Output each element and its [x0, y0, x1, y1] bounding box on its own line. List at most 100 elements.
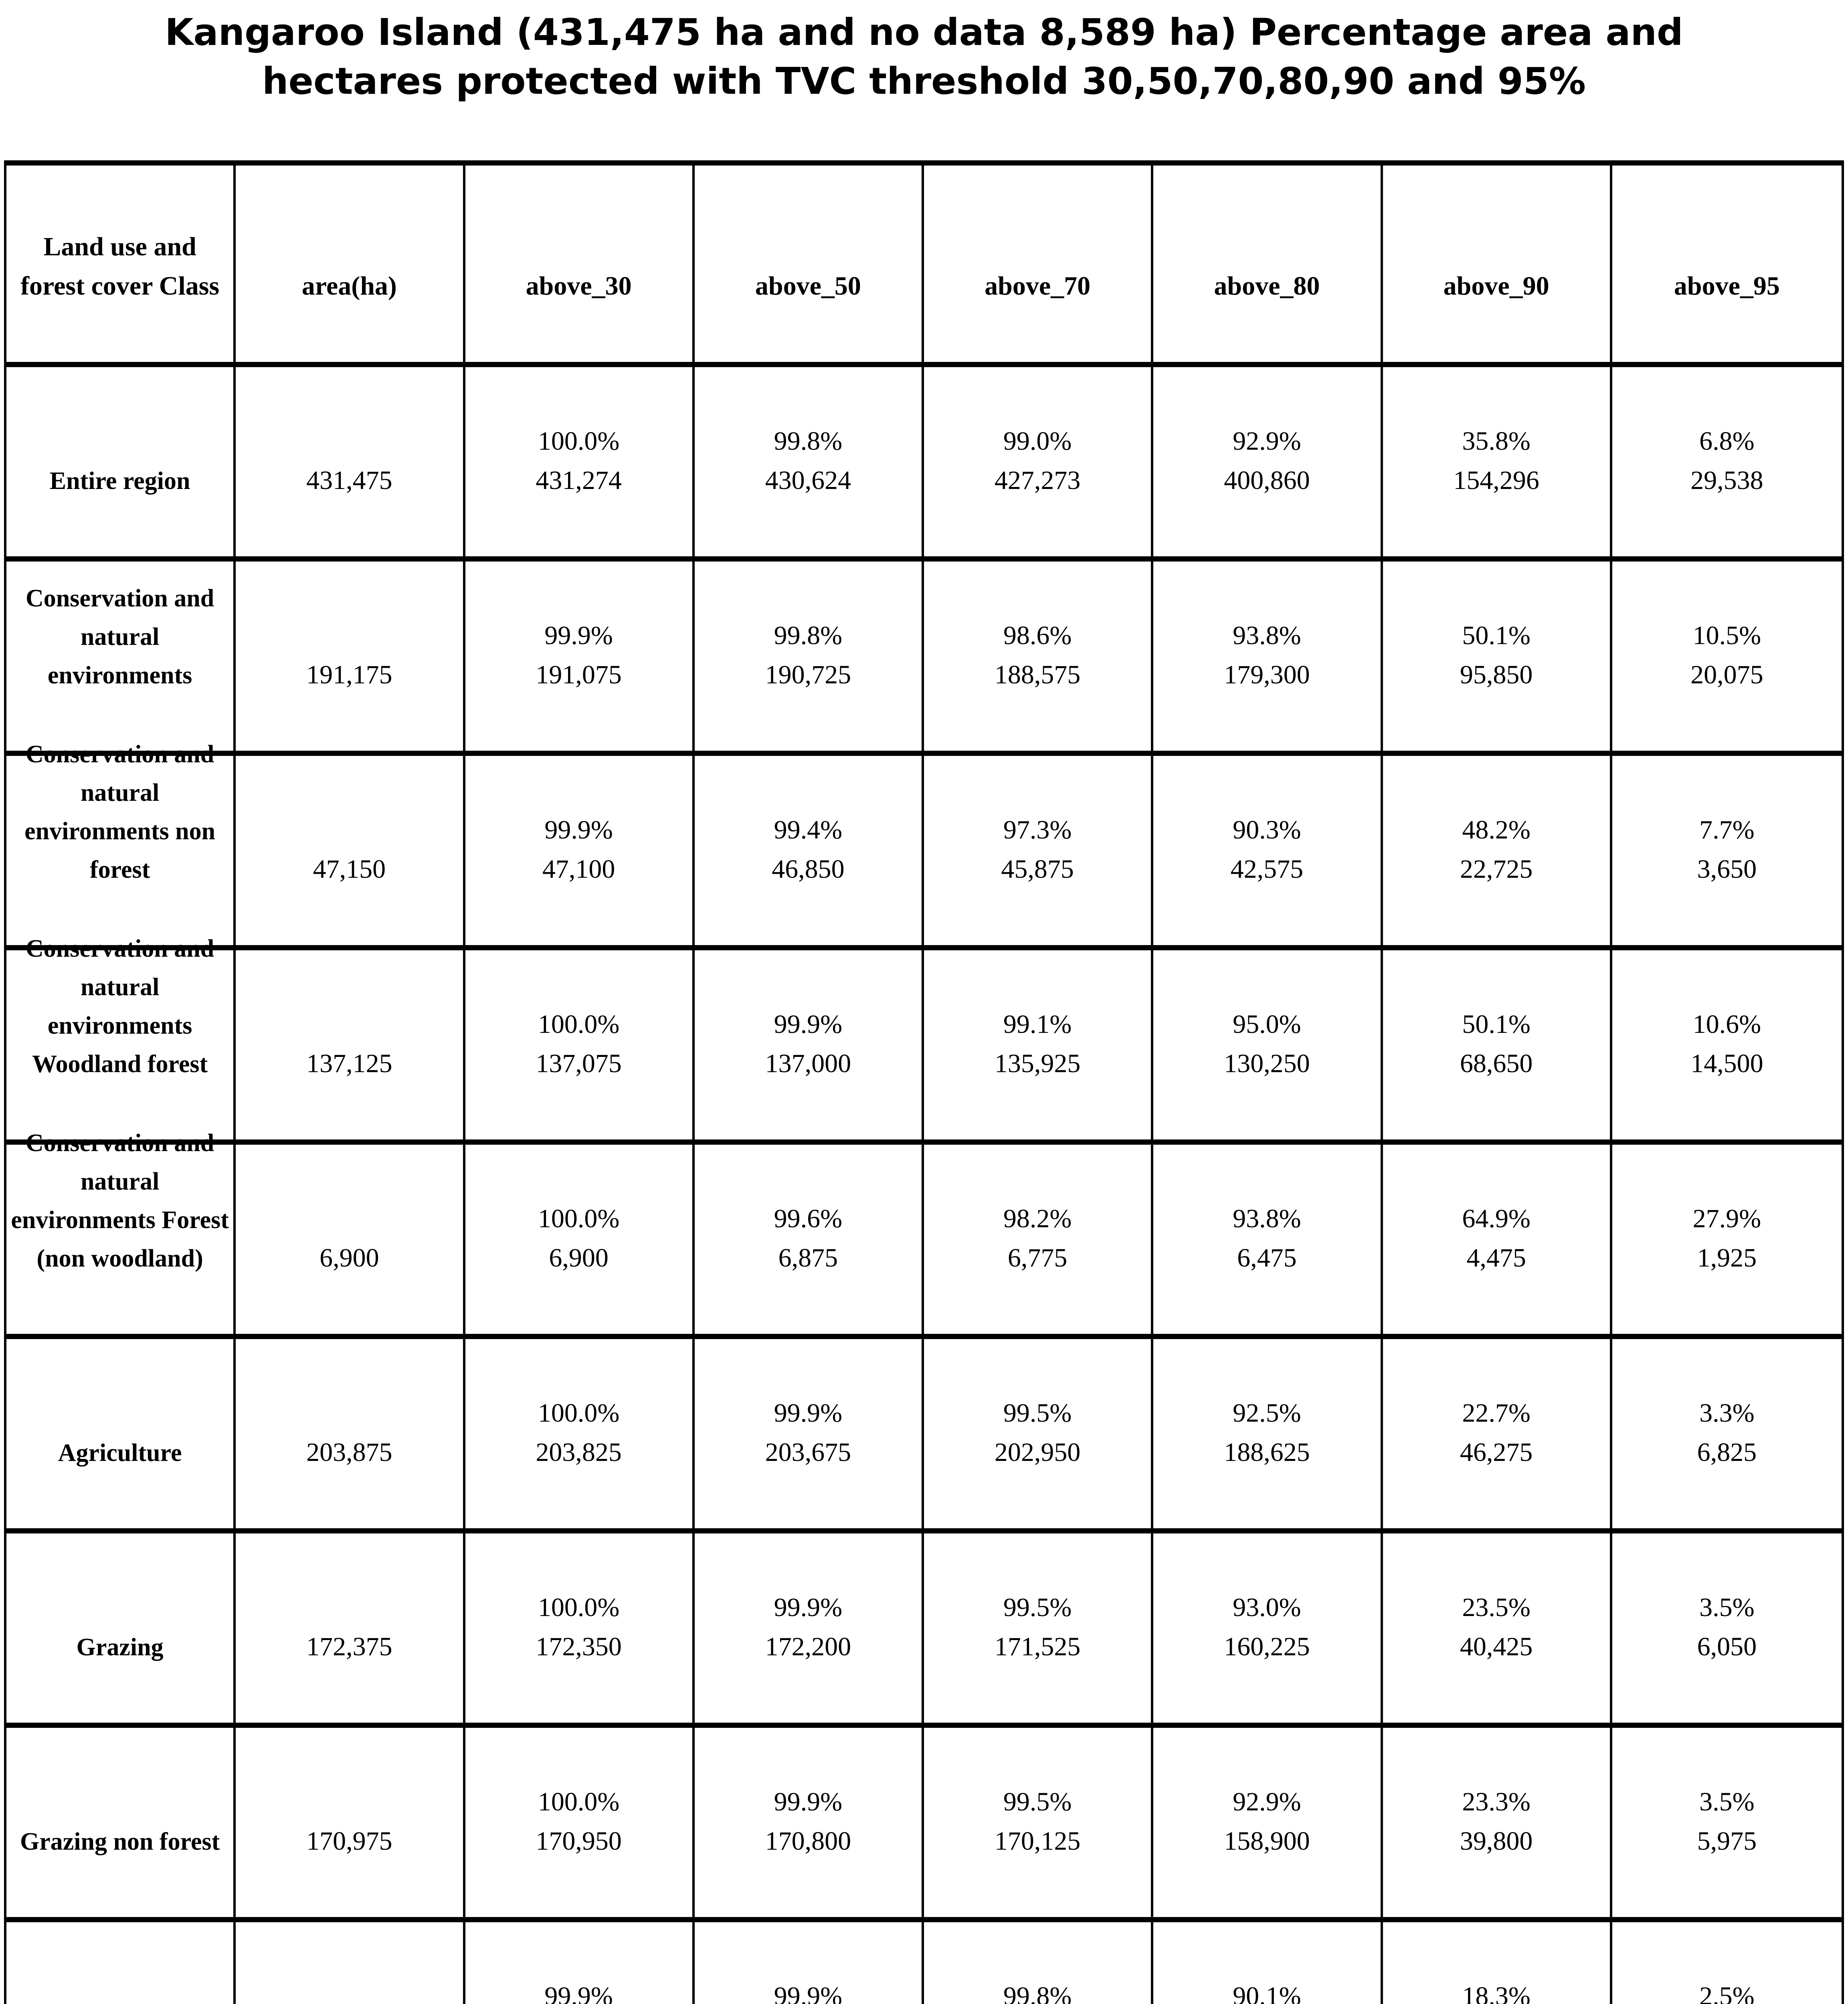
pct-value: 64.9% [1462, 1204, 1531, 1233]
pct-ha-cell: 48.2% 22,725 [1383, 751, 1612, 945]
ha-value: 5,975 [1697, 1826, 1757, 1856]
ha-value: 172,350 [536, 1632, 622, 1661]
ha-value: 6,775 [1007, 1243, 1068, 1273]
pct-value: 92.5% [1233, 1398, 1301, 1428]
column-header-4: above_70 [924, 166, 1154, 362]
pct-ha-cell: 10.6% 14,500 [1612, 945, 1842, 1139]
page-title: Kangaroo Island (431,475 ha and no data … [0, 8, 1848, 106]
ha-value: 170,125 [994, 1826, 1081, 1856]
ha-value: 188,625 [1224, 1438, 1310, 1467]
pct-ha-cell: 99.9% 47,100 [465, 751, 695, 945]
pct-ha-cell: 99.5% 171,525 [924, 1528, 1154, 1723]
pct-ha-cell: 100.0% 172,350 [465, 1528, 695, 1723]
pct-value: 99.9% [774, 1398, 843, 1428]
pct-ha-cell: 100.0% 6,900 [465, 1139, 695, 1334]
ha-value: 188,575 [994, 660, 1081, 689]
ha-value: 47,100 [542, 855, 615, 884]
pct-value: 100.0% [538, 1593, 620, 1622]
ha-value: 46,850 [772, 855, 845, 884]
pct-ha-cell: 99.6% 6,875 [694, 1139, 924, 1334]
row-label: Conservation and natural environments [6, 556, 236, 751]
ha-value: 6,475 [1237, 1243, 1297, 1273]
pct-value: 100.0% [538, 1204, 620, 1233]
area-cell: 47,150 [236, 751, 465, 945]
ha-value: 170,800 [765, 1826, 851, 1856]
ha-value: 29,538 [1690, 466, 1763, 495]
pct-value: 27.9% [1692, 1204, 1761, 1233]
ha-value: 22,725 [1460, 855, 1533, 884]
pct-value: 99.9% [774, 1982, 843, 2004]
ha-value: 6,050 [1697, 1632, 1757, 1661]
pct-ha-cell: 99.0% 427,273 [924, 362, 1154, 556]
pct-ha-cell: 93.8% 179,300 [1153, 556, 1383, 751]
pct-ha-cell: 93.0% 160,225 [1153, 1528, 1383, 1723]
pct-value: 99.9% [774, 1787, 843, 1816]
pct-value: 10.6% [1692, 1010, 1761, 1039]
ha-value: 203,825 [536, 1438, 622, 1467]
area-cell: 170,975 [236, 1723, 465, 1917]
pct-ha-cell: 35.8% 154,296 [1383, 362, 1612, 556]
pct-ha-cell: 99.9% 203,675 [694, 1334, 924, 1528]
data-table: Land use and forest cover Class area(ha) a… [4, 160, 1844, 2004]
pct-value: 100.0% [538, 1398, 620, 1428]
pct-ha-cell: 99.9%31,100 [465, 1917, 695, 2004]
pct-value: 98.2% [1003, 1204, 1072, 1233]
ha-value: 190,725 [765, 660, 851, 689]
ha-value: 68,650 [1460, 1049, 1533, 1078]
ha-value: 172,200 [765, 1632, 851, 1661]
column-header-6: above_90 [1383, 166, 1612, 362]
pct-value: 100.0% [538, 426, 620, 456]
pct-ha-cell: 64.9% 4,475 [1383, 1139, 1612, 1334]
pct-value: 23.3% [1462, 1787, 1531, 1816]
pct-ha-cell: 10.5% 20,075 [1612, 556, 1842, 751]
pct-value: 35.8% [1462, 426, 1531, 456]
ha-value: 46,275 [1460, 1438, 1533, 1467]
pct-value: 98.6% [1003, 621, 1072, 650]
pct-ha-cell: 97.3% 45,875 [924, 751, 1154, 945]
ha-value: 179,300 [1224, 660, 1310, 689]
area-cell: 31,125 [236, 1917, 465, 2004]
pct-value: 97.3% [1003, 815, 1072, 844]
pct-ha-cell: 93.8% 6,475 [1153, 1139, 1383, 1334]
pct-ha-cell: 7.7% 3,650 [1612, 751, 1842, 945]
ha-value: 39,800 [1460, 1826, 1533, 1856]
pct-ha-cell: 3.5% 5,975 [1612, 1723, 1842, 1917]
pct-ha-cell: 90.1%28,050 [1153, 1917, 1383, 2004]
area-cell: 172,375 [236, 1528, 465, 1723]
pct-value: 99.5% [1003, 1398, 1072, 1428]
pct-ha-cell: 99.9% 137,000 [694, 945, 924, 1139]
page-title-line1: Kangaroo Island (431,475 ha and no data … [165, 11, 1683, 54]
ha-value: 154,296 [1453, 466, 1539, 495]
row-label: Conservation and natural environments Wo… [6, 935, 236, 1139]
ha-value: 130,250 [1224, 1049, 1310, 1078]
pct-value: 99.5% [1003, 1787, 1072, 1816]
area-cell: 431,475 [236, 362, 465, 556]
page-title-line2: hectares protected with TVC threshold 30… [262, 60, 1586, 103]
pct-ha-cell: 99.5% 170,125 [924, 1723, 1154, 1917]
pct-ha-cell: 92.9% 400,860 [1153, 362, 1383, 556]
column-header-5: above_80 [1153, 166, 1383, 362]
ha-value: 1,925 [1697, 1243, 1757, 1273]
pct-value: 99.8% [774, 426, 843, 456]
pct-ha-cell: 99.9% 191,075 [465, 556, 695, 751]
pct-ha-cell: 100.0% 170,950 [465, 1723, 695, 1917]
ha-value: 4,475 [1466, 1243, 1526, 1273]
pct-ha-cell: 99.8%31,050 [924, 1917, 1154, 2004]
pct-ha-cell: 100.0% 203,825 [465, 1334, 695, 1528]
ha-value: 203,675 [765, 1438, 851, 1467]
pct-value: 23.5% [1462, 1593, 1531, 1622]
pct-value: 2.5% [1699, 1982, 1755, 2004]
ha-value: 20,075 [1690, 660, 1763, 689]
ha-value: 430,624 [765, 466, 851, 495]
ha-value: 3,650 [1697, 855, 1757, 884]
pct-ha-cell: 98.2% 6,775 [924, 1139, 1154, 1334]
column-header-0: Land use and forest cover Class [6, 166, 236, 362]
row-label: Conservation and natural environments no… [6, 741, 236, 945]
pct-ha-cell: 99.5% 202,950 [924, 1334, 1154, 1528]
row-label: Agriculture [6, 1334, 236, 1528]
pct-ha-cell: 18.3%5,700 [1383, 1917, 1612, 2004]
pct-ha-cell: 22.7% 46,275 [1383, 1334, 1612, 1528]
pct-ha-cell: 99.9% 170,800 [694, 1723, 924, 1917]
pct-ha-cell: 27.9% 1,925 [1612, 1139, 1842, 1334]
